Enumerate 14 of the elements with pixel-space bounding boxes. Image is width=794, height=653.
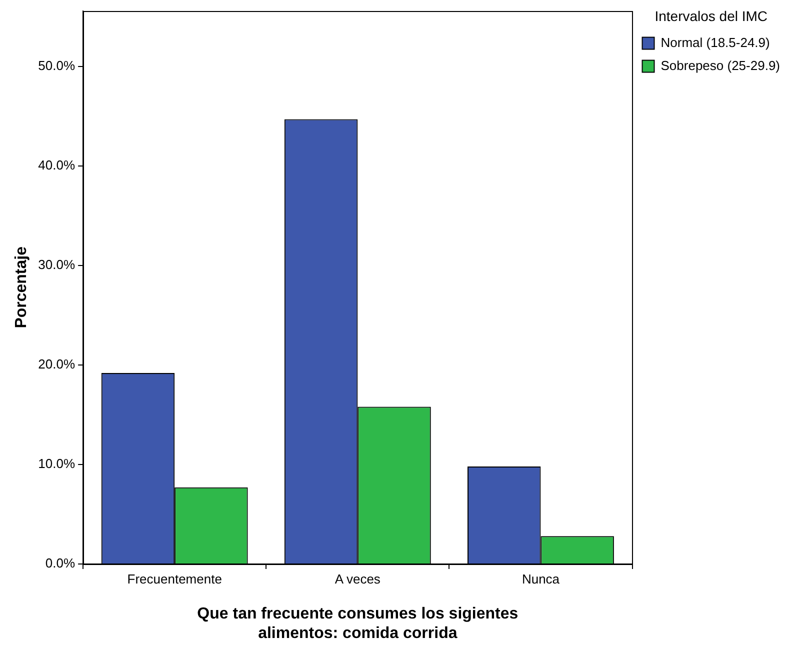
legend-label: Normal (18.5-24.9) (660, 34, 770, 50)
y-tick-label: 50.0% (38, 58, 76, 74)
x-tick-label: Frecuentemente (127, 571, 222, 586)
y-tick-label: 10.0% (38, 456, 76, 472)
legend-label: Sobrepeso (25-29.9) (660, 58, 780, 73)
x-axis-title: Que tan frecuente consumes los sigientes alimentos: comida corrida (197, 606, 518, 642)
y-axis-title: Porcentaje (13, 246, 30, 328)
x-tick-label: A veces (334, 571, 381, 586)
y-tick-label: 0.0% (45, 556, 76, 571)
y-tick-label: 20.0% (38, 356, 76, 372)
x-tick-label: Nunca (522, 571, 560, 586)
y-tick-label: 30.0% (38, 257, 76, 272)
y-tick-label: 40.0% (38, 158, 76, 173)
legend-title: Intervalos del IMC (654, 8, 768, 24)
